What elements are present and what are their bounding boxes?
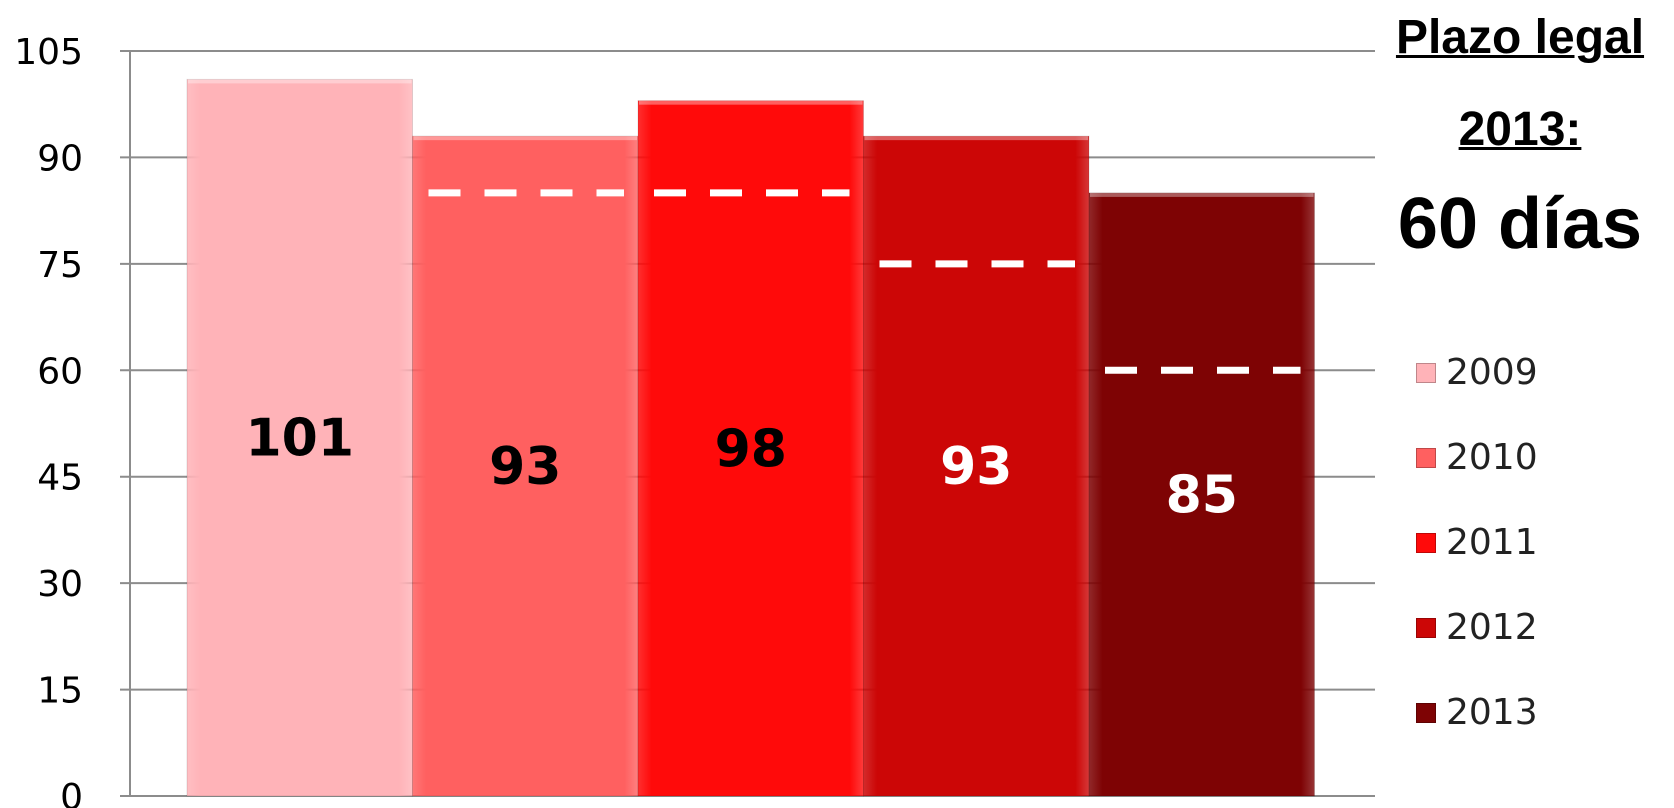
y-axis: 0 15 30 45 60 75 90 105 — [14, 32, 131, 808]
data-label-2010: 93 — [489, 437, 561, 497]
legal-term-annotation: Plazo legal 2013: 60 días — [1370, 8, 1670, 264]
annotation-big-value: 60 días — [1397, 184, 1643, 264]
legend-swatch — [1416, 702, 1436, 723]
y-tick-label: 15 — [37, 671, 83, 712]
data-label-2009: 101 — [245, 409, 354, 469]
legend-item-2013: 2013 — [1416, 670, 1538, 755]
legend-label: 2013 — [1446, 692, 1538, 733]
bar-2012 — [863, 135, 1090, 797]
bar-highlight — [1090, 192, 1314, 197]
data-labels: 101 93 98 93 85 — [245, 409, 1237, 526]
legend-item-2011: 2011 — [1416, 500, 1538, 585]
bar-2010 — [412, 135, 639, 797]
legend-swatch — [1416, 447, 1436, 468]
legend-swatch — [1416, 362, 1436, 383]
bar-2009 — [186, 78, 413, 797]
y-tick-label: 90 — [37, 138, 83, 179]
legend-label: 2010 — [1446, 437, 1538, 478]
legend-swatch — [1416, 532, 1436, 553]
y-tick-label: 105 — [14, 32, 83, 73]
bar-highlight — [188, 79, 412, 84]
data-label-2013: 85 — [1166, 465, 1238, 525]
bar-highlight — [639, 100, 863, 105]
legend-label: 2009 — [1446, 352, 1538, 393]
legend-item-2009: 2009 — [1416, 330, 1538, 415]
bar-2013 — [1088, 192, 1315, 797]
bar-highlight — [413, 136, 637, 141]
legend-label: 2012 — [1446, 607, 1538, 648]
bar-highlight — [864, 136, 1088, 141]
y-tick-label: 0 — [60, 777, 83, 808]
y-tick-label: 30 — [37, 564, 83, 605]
bar-2011 — [637, 100, 864, 797]
data-label-2011: 98 — [715, 419, 787, 479]
annotation-line-2: 2013: — [1458, 103, 1582, 156]
legend-label: 2011 — [1446, 522, 1538, 563]
legend-item-2010: 2010 — [1416, 415, 1538, 500]
bars — [186, 78, 1315, 797]
legend: 2009 2010 2011 2012 2013 — [1416, 330, 1538, 755]
legend-swatch — [1416, 617, 1436, 638]
data-label-2012: 93 — [940, 437, 1012, 497]
y-tick-label: 75 — [37, 245, 83, 286]
y-tick-label: 60 — [37, 351, 83, 392]
annotation-line-1: Plazo legal — [1395, 11, 1645, 64]
y-tick-label: 45 — [37, 458, 83, 499]
legend-item-2012: 2012 — [1416, 585, 1538, 670]
